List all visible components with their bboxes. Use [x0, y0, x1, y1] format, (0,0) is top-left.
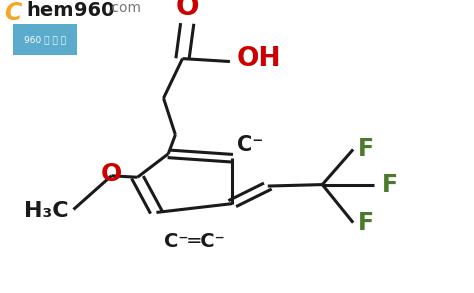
Text: C: C	[4, 1, 21, 25]
Text: F: F	[358, 137, 374, 161]
Text: O: O	[175, 0, 199, 21]
Text: H₃C: H₃C	[24, 201, 69, 221]
Text: hem: hem	[27, 1, 74, 21]
Text: F: F	[382, 173, 398, 197]
Text: .com: .com	[107, 1, 141, 16]
Text: F: F	[358, 211, 374, 235]
Text: O: O	[101, 162, 122, 186]
Text: 960: 960	[74, 1, 114, 21]
Text: C⁻═C⁻: C⁻═C⁻	[164, 232, 225, 251]
Text: C⁻: C⁻	[237, 135, 263, 155]
Text: 960 化 工 网: 960 化 工 网	[24, 35, 66, 44]
Text: OH: OH	[237, 46, 282, 71]
